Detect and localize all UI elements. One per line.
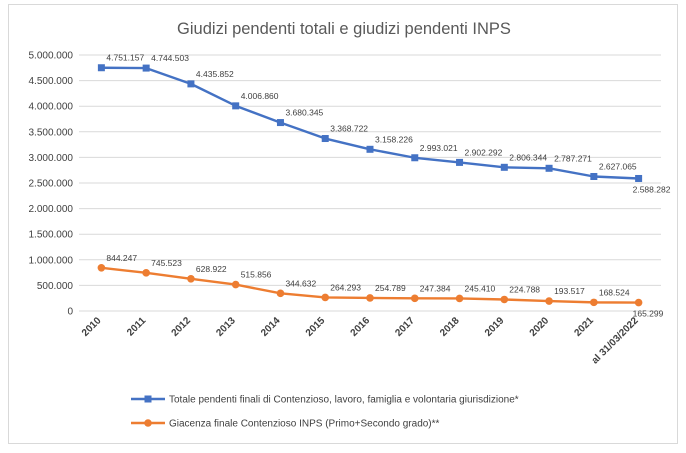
data-point (634, 298, 643, 307)
data-point (366, 145, 374, 153)
data-label: 515.856 (241, 270, 272, 280)
data-point (97, 64, 105, 72)
data-point (321, 293, 330, 302)
data-label: 264.293 (330, 282, 361, 292)
x-tick-label: 2018 (438, 315, 462, 339)
legend-marker (144, 395, 152, 403)
x-tick-label: 2015 (304, 315, 328, 339)
y-tick-label: 1.000.000 (29, 255, 74, 266)
legend-label: Totale pendenti finali di Contenzioso, l… (169, 395, 519, 406)
data-label: 2.806.344 (509, 152, 547, 162)
x-tick-label: 2016 (349, 315, 373, 339)
data-label: 224.788 (509, 284, 540, 294)
data-point (635, 174, 643, 182)
data-point (456, 158, 464, 166)
x-tick-label: 2017 (393, 315, 417, 339)
data-label: 745.523 (151, 258, 182, 268)
data-point (366, 294, 374, 302)
data-label: 247.384 (420, 283, 451, 293)
gridlines (79, 54, 661, 312)
data-point (590, 298, 598, 307)
legend-marker (144, 419, 152, 427)
data-labels: 4.751.157 4.744.503 4.435.852 4.006.860 3.68… (106, 53, 670, 319)
data-label: 2.902.292 (465, 147, 503, 157)
data-label: 2.627.065 (599, 161, 637, 171)
y-tick-label: 500.000 (37, 281, 74, 292)
x-tick-label: 2012 (170, 315, 194, 339)
y-tick-label: 4.500.000 (29, 76, 74, 87)
data-point (232, 102, 240, 110)
data-point (455, 294, 464, 303)
y-tick-label: 5.000.000 (29, 51, 74, 62)
data-label: 193.517 (554, 286, 585, 296)
data-point (142, 269, 150, 277)
data-label: 628.922 (196, 264, 227, 274)
data-point (321, 135, 329, 143)
data-point (276, 289, 285, 298)
y-tick-label: 2.000.000 (29, 204, 74, 215)
data-label: 2.588.282 (633, 184, 671, 194)
y-tick-label: 4.000.000 (29, 102, 74, 113)
x-tick-label: 2014 (259, 315, 283, 339)
data-point (410, 294, 419, 303)
y-tick-label: 3.500.000 (29, 127, 74, 138)
data-label: 3.158.226 (375, 134, 413, 144)
data-point (545, 297, 553, 305)
x-tick-label: 2010 (80, 315, 104, 339)
x-tick-label: 2019 (483, 315, 507, 339)
data-label: 165.299 (633, 309, 664, 319)
data-label: 168.524 (599, 287, 630, 297)
data-label: 3.680.345 (285, 108, 323, 118)
data-label: 2.787.271 (554, 153, 592, 163)
data-point (590, 172, 598, 180)
x-axis-ticks: 2010 2011 2012 2013 2014 2015 2016 2017 2018 2019… (80, 315, 641, 366)
data-label: 245.410 (465, 283, 496, 293)
data-label: 4.006.860 (241, 91, 279, 101)
line-chart: Giudizi pendenti totali e giudizi penden… (29, 20, 671, 430)
y-tick-label: 0 (67, 307, 73, 318)
data-point (500, 163, 508, 171)
y-tick-label: 3.000.000 (29, 153, 74, 164)
data-label: 344.632 (285, 278, 316, 288)
data-point (411, 154, 419, 162)
x-tick-label: 2021 (572, 315, 596, 339)
y-axis-ticks: 0 500.000 1.000.000 1.500.000 2.000.000 2.500… (29, 51, 74, 318)
data-label: 4.435.852 (196, 69, 234, 79)
data-label: 4.744.503 (151, 53, 189, 63)
data-point (187, 274, 195, 283)
y-tick-label: 2.500.000 (29, 179, 74, 190)
legend: Totale pendenti finali di Contenzioso, l… (131, 395, 519, 430)
x-tick-label: 2020 (528, 315, 552, 339)
data-point (187, 80, 195, 88)
data-point (545, 164, 553, 172)
x-tick-label: 2013 (214, 315, 238, 339)
x-tick-label: 2011 (125, 315, 148, 338)
data-point (97, 263, 106, 272)
legend-label: Giacenza finale Contenzioso INPS (Primo+… (169, 419, 440, 430)
y-tick-label: 1.500.000 (29, 230, 74, 241)
data-label: 844.247 (106, 253, 137, 263)
x-tick-label: al 31/03/2022 (590, 315, 641, 366)
chart-title: Giudizi pendenti totali e giudizi penden… (177, 20, 511, 38)
data-label: 4.751.157 (106, 53, 144, 63)
data-label: 3.368.722 (330, 124, 368, 134)
data-label: 2.993.021 (420, 143, 458, 153)
series-group (97, 64, 643, 307)
data-point (276, 119, 284, 127)
data-point (142, 64, 150, 72)
chart-frame: Giudizi pendenti totali e giudizi penden… (8, 4, 678, 444)
data-point (231, 280, 240, 289)
data-label: 254.789 (375, 283, 406, 293)
data-point (500, 295, 509, 304)
